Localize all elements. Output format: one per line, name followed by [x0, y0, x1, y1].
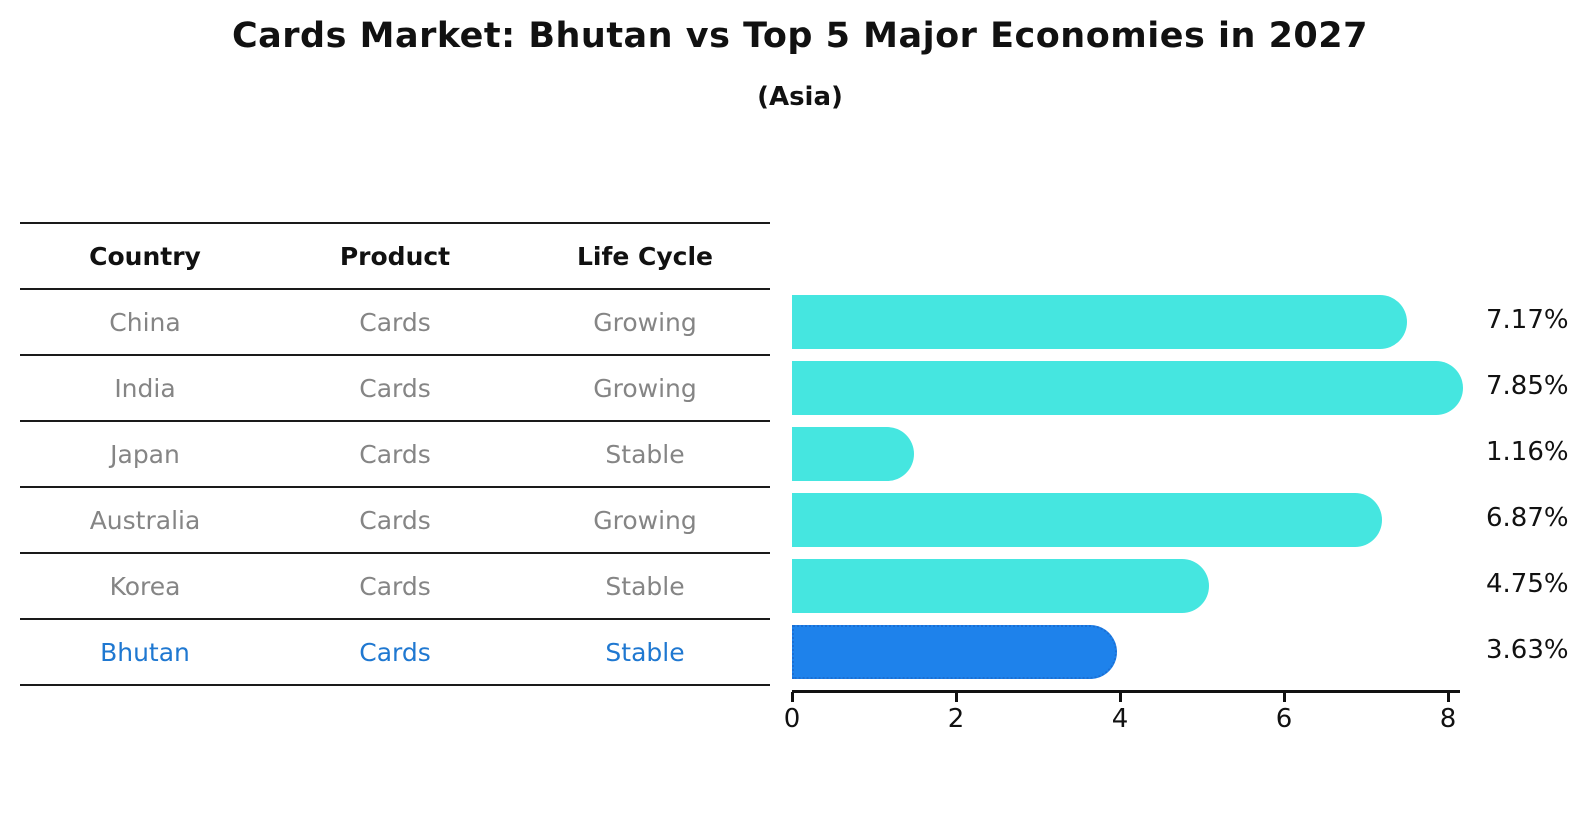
value-label: 7.85% [1486, 371, 1569, 401]
table-row: Japan Cards Stable [20, 422, 770, 488]
country-cell: Bhutan [100, 637, 190, 667]
x-tick-label: 0 [783, 704, 801, 734]
chart-title: Cards Market: Bhutan vs Top 5 Major Econ… [231, 16, 1368, 56]
column-header-country: Country [89, 241, 201, 271]
country-cell: China [109, 307, 181, 337]
value-label: 1.16% [1486, 437, 1569, 467]
x-tick-label: 8 [1439, 704, 1457, 734]
bar-china [792, 295, 1407, 349]
table-header-row: Country Product Life Cycle [20, 224, 770, 290]
x-tick-mark [1119, 692, 1122, 702]
value-label: 7.17% [1486, 305, 1569, 335]
value-label: 6.87% [1486, 503, 1569, 533]
column-header-product: Product [339, 241, 451, 271]
x-tick-label: 2 [947, 704, 965, 734]
table-row: Australia Cards Growing [20, 488, 770, 554]
lifecycle-cell: Stable [605, 439, 685, 469]
chart-subtitle: (Asia) [757, 82, 843, 112]
country-cell: Australia [89, 505, 201, 535]
x-tick-mark [1283, 692, 1286, 702]
bar-highlight-bhutan [792, 625, 1117, 679]
product-cell: Cards [359, 505, 431, 535]
column-header-life-cycle: Life Cycle [576, 241, 714, 271]
lifecycle-cell: Stable [605, 571, 685, 601]
value-label: 4.75% [1486, 569, 1569, 599]
product-cell: Cards [359, 637, 431, 667]
product-cell: Cards [359, 571, 431, 601]
bar-plot-area [792, 289, 1562, 685]
product-cell: Cards [359, 439, 431, 469]
table-body: China Cards Growing India Cards Growing Japan C… [20, 290, 770, 686]
bar-india [792, 361, 1463, 415]
country-table: Country Product Life Cycle China Cards Gro… [20, 222, 770, 686]
x-tick-mark [1447, 692, 1450, 702]
country-cell: Japan [110, 439, 180, 469]
product-cell: Cards [359, 307, 431, 337]
lifecycle-cell: Growing [593, 505, 697, 535]
x-tick-mark [955, 692, 958, 702]
lifecycle-cell: Growing [593, 373, 697, 403]
table-row: Bhutan Cards Stable [20, 620, 770, 686]
lifecycle-cell: Stable [605, 637, 685, 667]
table-row: India Cards Growing [20, 356, 770, 422]
bar-japan [792, 427, 915, 481]
table-row: Korea Cards Stable [20, 554, 770, 620]
lifecycle-cell: Growing [593, 307, 697, 337]
x-tick-label: 6 [1275, 704, 1293, 734]
bar-australia [792, 493, 1383, 547]
x-axis-line [792, 690, 1460, 693]
value-label: 3.63% [1486, 635, 1569, 665]
product-cell: Cards [359, 373, 431, 403]
country-cell: India [114, 373, 176, 403]
table-row: China Cards Growing [20, 290, 770, 356]
bar-korea [792, 559, 1209, 613]
country-cell: Korea [109, 571, 181, 601]
x-tick-label: 4 [1111, 704, 1129, 734]
x-tick-mark [791, 692, 794, 702]
